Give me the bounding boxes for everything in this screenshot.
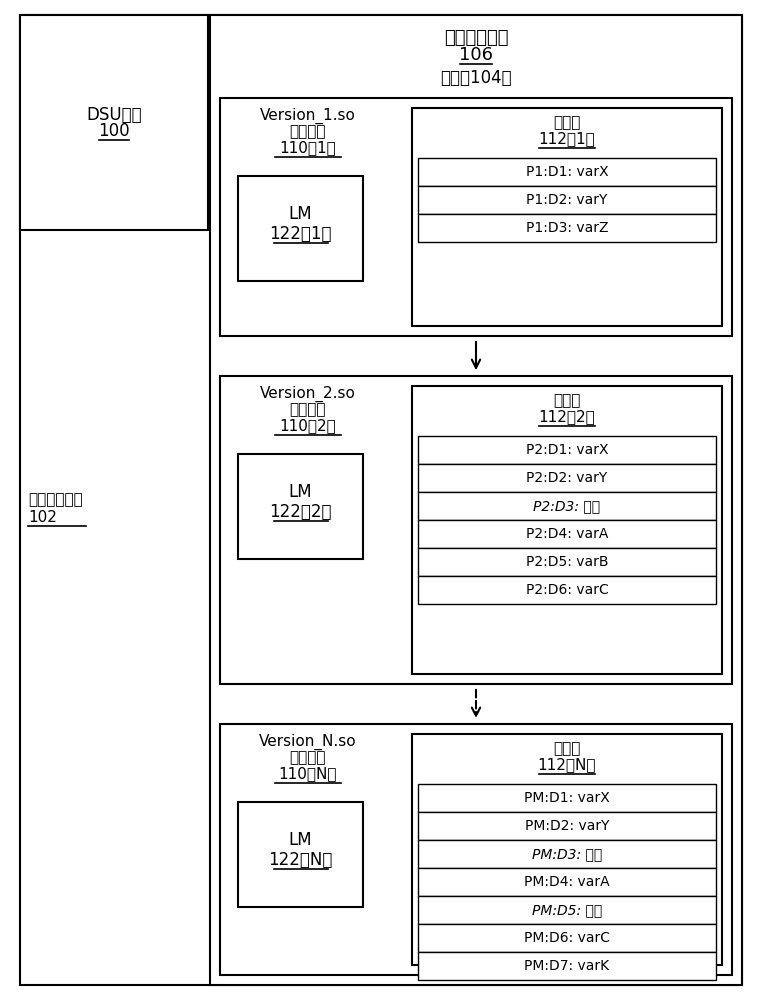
Bar [418, 868, 716, 896]
Text: 122（2）: 122（2） [269, 503, 331, 521]
Text: 102: 102 [28, 510, 57, 524]
Bar [418, 464, 716, 492]
Text: LM: LM [289, 483, 312, 501]
Bar [412, 108, 722, 326]
Text: PM:D4: varA: PM:D4: varA [524, 875, 610, 889]
Text: PM:D5: 填充: PM:D5: 填充 [532, 903, 602, 917]
Text: P2:D5: varB: P2:D5: varB [526, 555, 608, 569]
Text: 地址空间: 地址空间 [290, 124, 326, 139]
Text: DSU工具: DSU工具 [86, 106, 142, 124]
Text: P2:D6: varC: P2:D6: varC [526, 583, 608, 597]
Text: PM:D7: varK: PM:D7: varK [524, 959, 610, 973]
Bar [210, 15, 742, 985]
Bar [418, 896, 716, 924]
Text: Version_1.so: Version_1.so [260, 108, 356, 124]
Bar [418, 492, 716, 520]
Text: P2:D4: varA: P2:D4: varA [526, 527, 608, 541]
Text: 112（N）: 112（N） [538, 758, 596, 772]
Bar [418, 784, 716, 812]
Text: 110（N）: 110（N） [279, 766, 338, 782]
Bar [220, 376, 732, 684]
Text: 106: 106 [459, 46, 493, 64]
Text: 112（1）: 112（1） [539, 131, 595, 146]
Text: PM:D1: varX: PM:D1: varX [524, 791, 610, 805]
Text: PM:D3: 填充: PM:D3: 填充 [532, 847, 602, 861]
Text: 逻辑地址空间: 逻辑地址空间 [28, 492, 83, 508]
Text: P1:D2: varY: P1:D2: varY [527, 193, 607, 207]
Bar [238, 454, 363, 559]
Text: 110（2）: 110（2） [280, 418, 336, 434]
Text: PM:D2: varY: PM:D2: varY [525, 819, 610, 833]
Text: （程序104）: （程序104） [440, 69, 512, 87]
Bar [418, 520, 716, 548]
Text: 数据段: 数据段 [553, 742, 581, 756]
Text: P2:D2: varY: P2:D2: varY [527, 471, 607, 485]
Text: 112（2）: 112（2） [539, 410, 595, 424]
Text: 地址空间: 地址空间 [290, 402, 326, 418]
Text: 110（1）: 110（1） [280, 140, 336, 155]
Bar [418, 812, 716, 840]
Text: PM:D6: varC: PM:D6: varC [524, 931, 610, 945]
Bar [418, 924, 716, 952]
Bar [220, 98, 732, 336]
Bar [418, 436, 716, 464]
Text: Version_N.so: Version_N.so [259, 734, 357, 750]
Bar [418, 576, 716, 604]
Text: P1:D1: varX: P1:D1: varX [526, 165, 608, 179]
Bar [412, 386, 722, 674]
Bar [418, 186, 716, 214]
Bar [238, 176, 363, 281]
Bar [418, 548, 716, 576]
Text: 数据段: 数据段 [553, 393, 581, 408]
Text: 122（N）: 122（N） [268, 851, 333, 869]
Bar [20, 15, 208, 230]
Text: Version_2.so: Version_2.so [260, 386, 356, 402]
Bar [412, 734, 722, 965]
Bar [418, 214, 716, 242]
Text: 122（1）: 122（1） [269, 225, 331, 243]
Bar [418, 840, 716, 868]
Text: LM: LM [289, 205, 312, 223]
Text: P1:D3: varZ: P1:D3: varZ [526, 221, 608, 235]
Bar [418, 158, 716, 186]
Text: 进程地址空间: 进程地址空间 [443, 29, 508, 47]
Text: P2:D1: varX: P2:D1: varX [526, 443, 608, 457]
Bar [238, 802, 363, 907]
Text: LM: LM [289, 831, 312, 849]
Text: 100: 100 [98, 122, 130, 140]
Bar [418, 952, 716, 980]
Bar [220, 724, 732, 975]
Text: 数据段: 数据段 [553, 115, 581, 130]
Text: P2:D3: 填充: P2:D3: 填充 [533, 499, 600, 513]
Text: 地址空间: 地址空间 [290, 750, 326, 766]
